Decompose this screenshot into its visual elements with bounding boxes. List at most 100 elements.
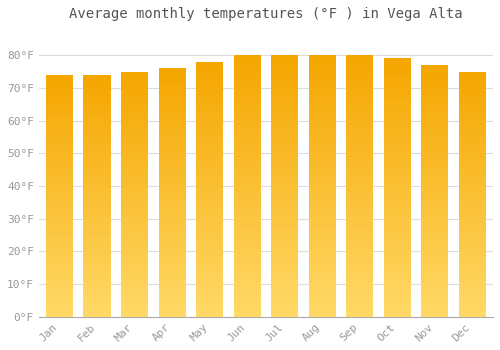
Bar	[234, 152, 260, 155]
Bar	[384, 198, 411, 201]
Bar	[158, 282, 186, 285]
Bar	[234, 155, 260, 157]
Bar	[234, 236, 260, 238]
Bar	[459, 175, 486, 177]
Bar	[46, 113, 73, 116]
Bar	[234, 183, 260, 186]
Bar	[196, 312, 223, 314]
Bar	[196, 79, 223, 82]
Bar	[121, 263, 148, 265]
Bar	[308, 312, 336, 314]
Bar	[308, 251, 336, 254]
Bar	[234, 280, 260, 283]
Bar	[158, 71, 186, 73]
Bar	[158, 265, 186, 267]
Bar	[271, 236, 298, 238]
Bar	[84, 254, 110, 256]
Bar	[422, 166, 448, 168]
Bar	[308, 259, 336, 262]
Bar	[121, 243, 148, 246]
Bar	[234, 204, 260, 207]
Bar	[196, 176, 223, 179]
Bar	[234, 251, 260, 254]
Bar	[459, 304, 486, 307]
Bar	[158, 203, 186, 205]
Bar	[384, 82, 411, 84]
Bar	[346, 314, 374, 317]
Bar	[346, 296, 374, 299]
Bar	[234, 293, 260, 296]
Bar	[121, 214, 148, 216]
Bar	[84, 305, 110, 307]
Bar	[459, 246, 486, 248]
Bar	[422, 133, 448, 135]
Bar	[308, 314, 336, 317]
Bar	[234, 238, 260, 241]
Bar	[459, 263, 486, 265]
Bar	[46, 75, 73, 77]
Bar	[422, 241, 448, 244]
Bar	[422, 178, 448, 181]
Bar	[459, 265, 486, 268]
Bar	[121, 153, 148, 155]
Bar	[121, 300, 148, 302]
Bar	[84, 283, 110, 285]
Bar	[84, 97, 110, 99]
Bar	[271, 181, 298, 183]
Bar	[384, 103, 411, 105]
Bar	[308, 217, 336, 220]
Bar	[46, 280, 73, 283]
Bar	[46, 288, 73, 290]
Bar	[84, 113, 110, 116]
Bar	[158, 100, 186, 103]
Bar	[459, 81, 486, 84]
Bar	[346, 126, 374, 128]
Bar	[422, 284, 448, 287]
Bar	[271, 207, 298, 210]
Bar	[46, 126, 73, 128]
Bar	[346, 233, 374, 236]
Bar	[234, 110, 260, 113]
Bar	[422, 304, 448, 307]
Bar	[422, 249, 448, 251]
Bar	[196, 75, 223, 77]
Bar	[234, 181, 260, 183]
Bar	[234, 304, 260, 306]
Bar	[158, 304, 186, 307]
Bar	[346, 168, 374, 170]
Bar	[46, 116, 73, 118]
Bar	[234, 144, 260, 147]
Bar	[422, 209, 448, 211]
Bar	[271, 74, 298, 76]
Bar	[121, 287, 148, 290]
Bar	[196, 279, 223, 281]
Bar	[196, 87, 223, 90]
Bar	[384, 247, 411, 250]
Bar	[46, 234, 73, 237]
Bar	[308, 301, 336, 304]
Bar	[384, 252, 411, 255]
Bar	[158, 175, 186, 178]
Bar	[84, 201, 110, 203]
Bar	[158, 200, 186, 203]
Bar	[271, 121, 298, 123]
Bar	[196, 141, 223, 144]
Bar	[346, 246, 374, 249]
Bar	[459, 209, 486, 211]
Bar	[196, 253, 223, 255]
Bar	[234, 176, 260, 178]
Bar	[384, 120, 411, 123]
Bar	[46, 104, 73, 106]
Bar	[384, 123, 411, 126]
Bar	[158, 76, 186, 78]
Bar	[422, 221, 448, 224]
Bar	[459, 285, 486, 287]
Bar	[158, 285, 186, 287]
Bar	[384, 268, 411, 270]
Bar	[158, 294, 186, 297]
Bar	[346, 136, 374, 139]
Bar	[84, 157, 110, 160]
Bar	[234, 173, 260, 176]
Bar	[121, 177, 148, 180]
Bar	[84, 220, 110, 223]
